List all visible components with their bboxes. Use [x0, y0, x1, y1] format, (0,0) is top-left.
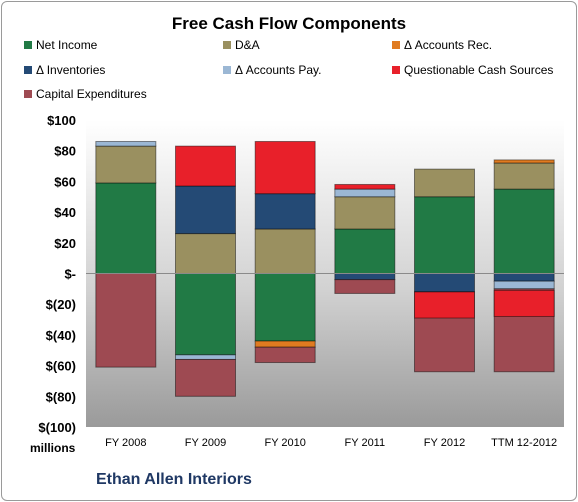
legend-swatch — [24, 90, 32, 98]
bar-segment-capital-expenditures — [95, 273, 157, 368]
bar-segment-net-income — [175, 273, 236, 356]
bar-segment-capital-expenditures — [254, 346, 316, 364]
bar-segment-net-income — [334, 228, 396, 274]
x-tick-label: FY 2009 — [185, 437, 226, 449]
legend-item-inventories: Δ Inventories — [24, 63, 105, 77]
chart-title: Free Cash Flow Components — [171, 14, 407, 33]
legend-item-questionable-cash-sources: Questionable Cash Sources — [392, 63, 553, 77]
bar-segment-questionable-cash-sources — [334, 183, 396, 190]
bar-segment-net-income — [414, 196, 475, 274]
legend-swatch — [392, 66, 400, 74]
legend-swatch — [223, 41, 231, 49]
x-tick-label: TTM 12-2012 — [491, 437, 557, 449]
y-axis-ticks: $100 $80 $60 $40 $20 $- $(20) $(40) $(60) $(80) $(… — [38, 113, 76, 435]
company-name: Ethan Allen Interiors — [96, 471, 252, 488]
bar-segment-accounts-pay — [334, 188, 396, 198]
legend-label: Δ Accounts Rec. — [404, 38, 493, 52]
legend-swatch — [223, 66, 231, 74]
legend-item-capital-expenditures: Capital Expenditures — [24, 87, 147, 101]
x-tick-label: FY 2010 — [264, 437, 305, 449]
bar-segment-capital-expenditures — [334, 279, 396, 294]
bar-segment-questionable-cash-sources — [175, 145, 236, 187]
bar-segment-net-income — [95, 182, 157, 274]
y-tick-label: $(40) — [46, 328, 76, 343]
legend-swatch — [392, 41, 400, 49]
bar-segment-capital-expenditures — [175, 358, 236, 397]
x-tick-label: FY 2008 — [105, 437, 146, 449]
legend-label: Questionable Cash Sources — [404, 63, 554, 77]
y-tick-label: $- — [64, 267, 76, 282]
x-tick-label: FY 2011 — [345, 437, 386, 449]
bar-segment-inventories — [414, 273, 475, 293]
bar-segment-accounts-pay — [493, 280, 555, 290]
y-axis-label: millions — [30, 441, 76, 455]
bar-segment-d-a — [334, 196, 396, 230]
y-tick-label: $(20) — [46, 297, 76, 312]
x-tick-label: FY 2012 — [424, 437, 465, 449]
bar-segment-accounts-pay — [95, 140, 157, 147]
legend-label: D&A — [235, 38, 260, 52]
y-tick-label: $(80) — [46, 389, 76, 404]
y-tick-label: $(100) — [38, 420, 76, 435]
bar-segment-inventories — [175, 185, 236, 235]
legend-label: Δ Inventories — [36, 63, 106, 77]
legend-item-accounts-rec: Δ Accounts Rec. — [392, 38, 492, 52]
legend-item-accounts-pay: Δ Accounts Pay. — [223, 63, 322, 77]
bar-segment-accounts-pay — [175, 354, 236, 360]
y-tick-label: $80 — [54, 144, 76, 159]
bar-segment-d-a — [175, 233, 236, 274]
legend-label: Δ Accounts Pay. — [235, 63, 322, 77]
bar-segment-inventories — [493, 273, 555, 282]
bar-segment-net-income — [493, 188, 555, 274]
legend-swatch — [24, 66, 32, 74]
bar-segment-d-a — [95, 145, 157, 184]
bar-segment-questionable-cash-sources — [414, 291, 475, 319]
legend-label: Net Income — [36, 38, 98, 52]
y-tick-label: $100 — [47, 113, 76, 128]
legend-item-da: D&A — [223, 38, 260, 52]
legend-swatch — [24, 41, 32, 49]
bar-segment-accounts-rec — [254, 340, 316, 348]
y-tick-label: $60 — [54, 174, 76, 189]
x-axis-ticks: FY 2008 FY 2009 FY 2010 FY 2011 FY 2012 TTM 1… — [105, 437, 557, 449]
bar-segment-questionable-cash-sources — [254, 140, 316, 195]
bar-segment-inventories — [334, 273, 396, 281]
bar-segment-questionable-cash-sources — [493, 289, 555, 317]
y-tick-label: $(60) — [46, 359, 76, 374]
y-tick-label: $20 — [54, 236, 76, 251]
legend-label: Capital Expenditures — [36, 87, 147, 101]
bar-segment-d-a — [414, 168, 475, 198]
bar-segment-net-income — [254, 273, 316, 342]
bar-segment-d-a — [254, 228, 316, 274]
bar-segment-d-a — [493, 162, 555, 190]
bar-segment-accounts-rec — [493, 159, 555, 164]
y-tick-label: $40 — [54, 205, 76, 220]
bar-segment-inventories — [254, 193, 316, 230]
bars-group — [95, 140, 555, 397]
legend-item-net-income: Net Income — [24, 38, 97, 52]
